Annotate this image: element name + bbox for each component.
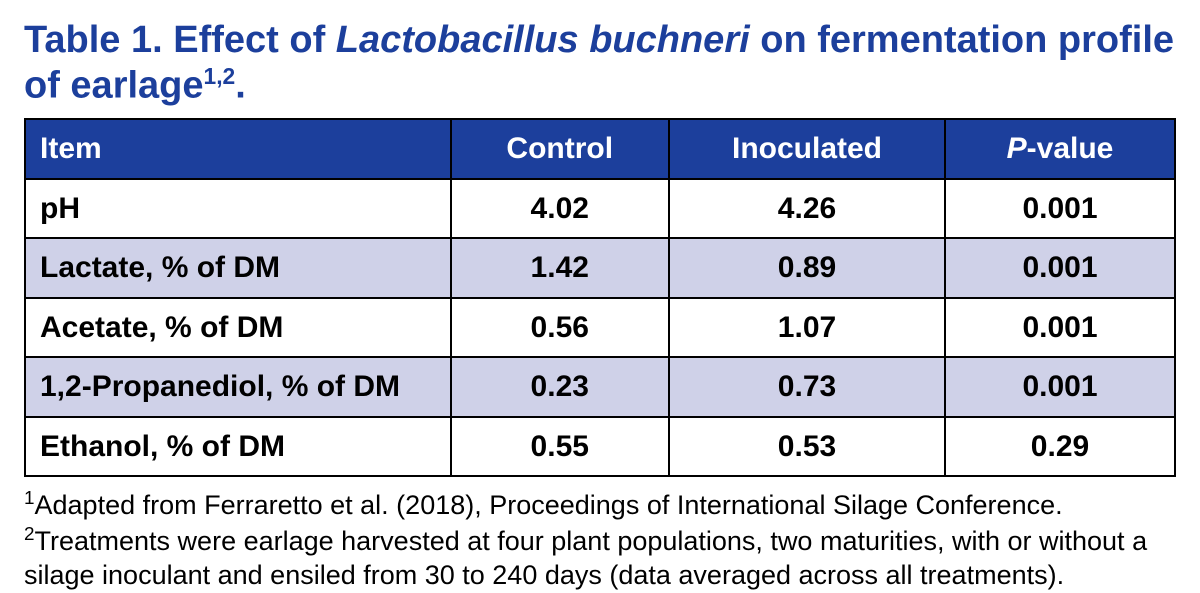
table-title: Table 1. Effect of Lactobacillus buchner… — [24, 18, 1176, 108]
title-superscript: 1,2 — [204, 63, 236, 89]
cell-inoculated: 0.89 — [669, 238, 945, 298]
table-header-row: Item Control Inoculated P-value — [25, 119, 1175, 179]
footnote-sup: 2 — [24, 524, 35, 545]
cell-pvalue: 0.29 — [945, 417, 1175, 477]
title-suffix: . — [235, 64, 246, 106]
header-item: Item — [25, 119, 451, 179]
table-row: Lactate, % of DM 1.42 0.89 0.001 — [25, 238, 1175, 298]
header-control: Control — [451, 119, 670, 179]
header-inoculated: Inoculated — [669, 119, 945, 179]
cell-control: 0.55 — [451, 417, 670, 477]
header-pvalue-italic: P — [1007, 132, 1027, 165]
cell-inoculated: 1.07 — [669, 298, 945, 358]
table-body: pH 4.02 4.26 0.001 Lactate, % of DM 1.42… — [25, 179, 1175, 477]
cell-pvalue: 0.001 — [945, 298, 1175, 358]
table-row: Acetate, % of DM 0.56 1.07 0.001 — [25, 298, 1175, 358]
footnote-text: Adapted from Ferraretto et al. (2018), P… — [35, 490, 1063, 520]
cell-control: 1.42 — [451, 238, 670, 298]
cell-pvalue: 0.001 — [945, 238, 1175, 298]
cell-item: Acetate, % of DM — [25, 298, 451, 358]
title-italic-term: Lactobacillus buchneri — [336, 19, 750, 61]
table-row: pH 4.02 4.26 0.001 — [25, 179, 1175, 239]
cell-pvalue: 0.001 — [945, 357, 1175, 417]
cell-control: 0.23 — [451, 357, 670, 417]
cell-inoculated: 0.73 — [669, 357, 945, 417]
footnote: 2Treatments were earlage harvested at fo… — [24, 523, 1176, 593]
footnote-text: Treatments were earlage harvested at fou… — [24, 526, 1147, 590]
header-pvalue: P-value — [945, 119, 1175, 179]
footnotes: 1Adapted from Ferraretto et al. (2018), … — [24, 487, 1176, 592]
cell-item: 1,2-Propanediol, % of DM — [25, 357, 451, 417]
cell-pvalue: 0.001 — [945, 179, 1175, 239]
cell-item: Ethanol, % of DM — [25, 417, 451, 477]
footnote-sup: 1 — [24, 488, 35, 509]
cell-item: Lactate, % of DM — [25, 238, 451, 298]
title-prefix: Table 1. Effect of — [24, 19, 336, 61]
table-row: Ethanol, % of DM 0.55 0.53 0.29 — [25, 417, 1175, 477]
fermentation-table: Item Control Inoculated P-value pH 4.02 … — [24, 118, 1176, 477]
cell-inoculated: 4.26 — [669, 179, 945, 239]
cell-inoculated: 0.53 — [669, 417, 945, 477]
cell-item: pH — [25, 179, 451, 239]
cell-control: 4.02 — [451, 179, 670, 239]
footnote: 1Adapted from Ferraretto et al. (2018), … — [24, 487, 1176, 523]
header-pvalue-suffix: -value — [1027, 132, 1114, 165]
cell-control: 0.56 — [451, 298, 670, 358]
table-row: 1,2-Propanediol, % of DM 0.23 0.73 0.001 — [25, 357, 1175, 417]
